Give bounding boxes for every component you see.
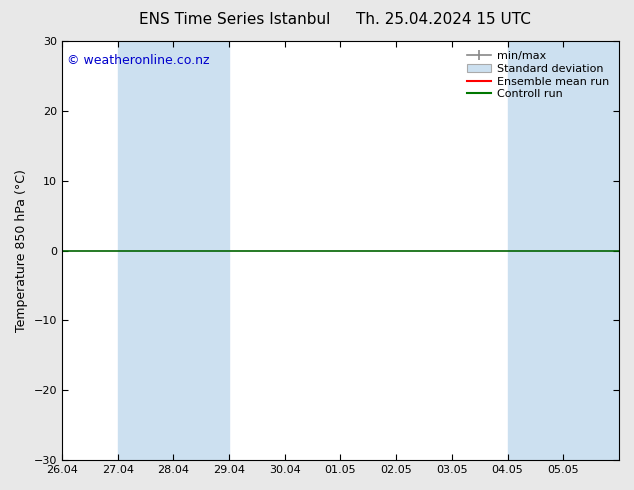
- Text: ENS Time Series Istanbul: ENS Time Series Istanbul: [139, 12, 330, 27]
- Y-axis label: Temperature 850 hPa (°C): Temperature 850 hPa (°C): [15, 169, 28, 332]
- Bar: [508, 41, 563, 460]
- Text: © weatheronline.co.nz: © weatheronline.co.nz: [67, 53, 210, 67]
- Legend: min/max, Standard deviation, Ensemble mean run, Controll run: min/max, Standard deviation, Ensemble me…: [462, 47, 614, 104]
- Bar: [173, 41, 229, 460]
- Bar: [118, 41, 173, 460]
- Bar: [563, 41, 619, 460]
- Text: Th. 25.04.2024 15 UTC: Th. 25.04.2024 15 UTC: [356, 12, 531, 27]
